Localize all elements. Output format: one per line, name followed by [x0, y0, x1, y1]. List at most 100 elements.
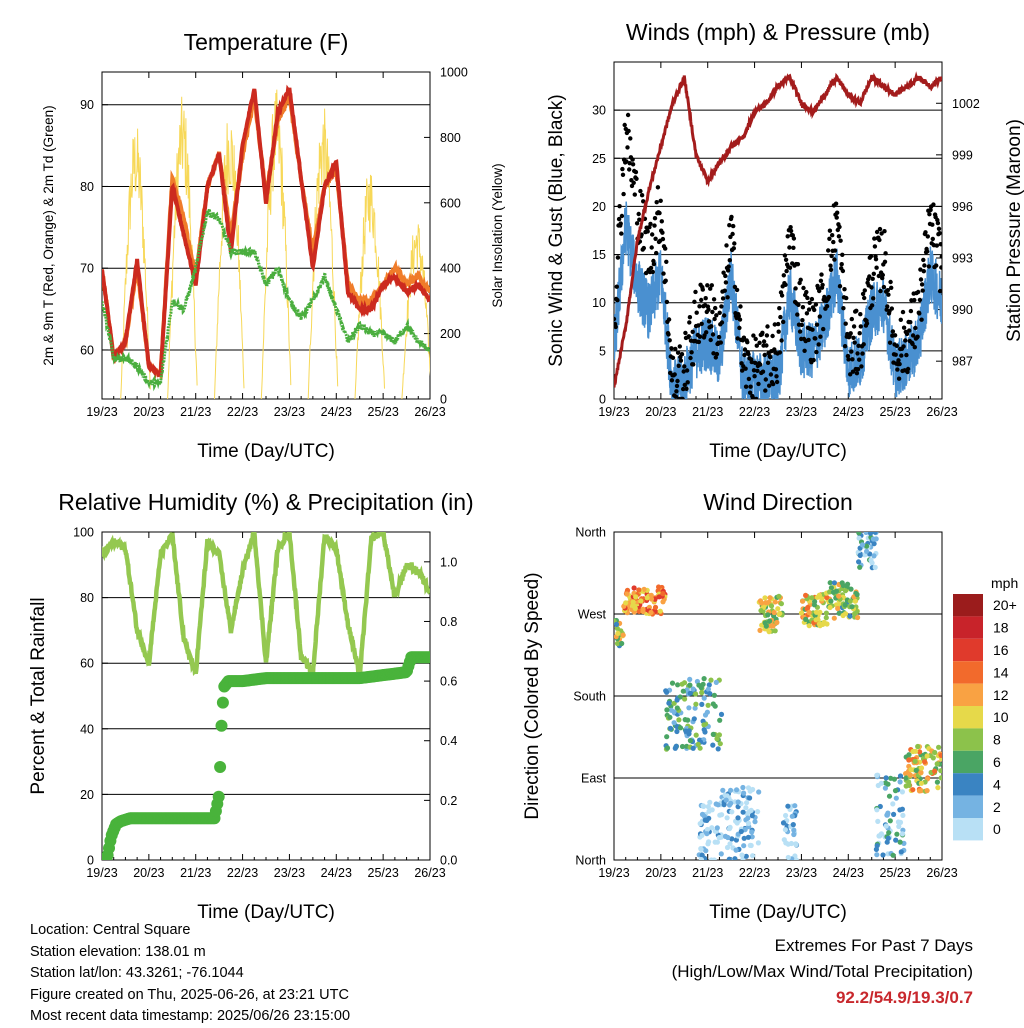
gust-point: [684, 368, 690, 373]
direction-point: [790, 822, 796, 828]
direction-point: [897, 773, 904, 779]
colorbar-label-4: 12: [993, 687, 1009, 703]
gust-point: [742, 352, 747, 358]
colorbar-swatch-2: [953, 638, 983, 662]
gust-point: [650, 269, 655, 275]
gust-point: [858, 324, 863, 329]
y-tick-label-1-4: 20: [592, 200, 606, 214]
gust-point: [641, 245, 646, 251]
gust-point: [752, 360, 758, 365]
gust-point: [692, 299, 697, 304]
direction-point: [878, 831, 885, 837]
direction-point: [765, 612, 771, 618]
y-right-tick-label-1-1: 990: [952, 303, 973, 317]
gust-point: [625, 112, 631, 118]
gust-point: [804, 289, 809, 295]
solar-insolation-line-2: [214, 123, 245, 399]
direction-point: [922, 759, 928, 765]
direction-point: [714, 825, 720, 831]
gust-point: [723, 280, 729, 285]
direction-point: [667, 714, 673, 720]
direction-point: [893, 837, 899, 843]
direction-point: [709, 825, 715, 831]
y-tick-label-1-2: 10: [592, 296, 606, 310]
y-axis-label-2: Percent & Total Rainfall: [28, 597, 49, 794]
gust-point: [921, 269, 926, 274]
precip-point: [215, 719, 228, 732]
direction-point: [762, 620, 768, 626]
gust-point: [869, 285, 874, 290]
x-tick-label-2-4: 23/23: [274, 866, 305, 880]
gust-point: [849, 349, 854, 354]
gust-point: [851, 335, 856, 340]
gust-point: [919, 282, 925, 287]
direction-point: [874, 852, 880, 858]
gust-point: [770, 333, 775, 339]
direction-point: [883, 775, 889, 781]
gust-point: [936, 226, 942, 231]
direction-point: [702, 729, 708, 735]
gust-point: [814, 322, 820, 327]
direction-point: [885, 810, 891, 816]
gust-point: [824, 304, 830, 309]
direction-point: [692, 705, 698, 711]
gust-point: [710, 332, 716, 337]
gust-point: [830, 233, 835, 238]
direction-point: [714, 736, 720, 742]
gust-point: [663, 246, 668, 251]
gust-point: [937, 231, 942, 236]
gust-point: [672, 372, 677, 377]
gust-point: [764, 333, 770, 338]
y-tick-label-2-3: 60: [80, 657, 94, 671]
chart-title-1: Winds (mph) & Pressure (mb): [626, 19, 930, 45]
direction-point: [864, 543, 870, 549]
gust-point: [748, 384, 753, 389]
direction-point: [938, 775, 942, 781]
x-tick-label-0-0: 19/23: [86, 405, 117, 419]
gust-point: [664, 299, 670, 305]
direction-point: [888, 775, 894, 781]
direction-point: [917, 749, 923, 755]
direction-point: [687, 682, 693, 688]
gust-point: [706, 307, 711, 312]
direction-point: [671, 709, 677, 715]
direction-point: [918, 765, 925, 771]
direction-point: [620, 632, 626, 638]
direction-point: [872, 564, 878, 571]
gust-point: [844, 295, 849, 301]
y-axis-right-label-1: Station Pressure (Maroon): [1004, 119, 1024, 342]
x-tick-label-1-0: 19/23: [598, 405, 629, 419]
gust-point: [614, 284, 619, 289]
gust-point: [627, 167, 632, 172]
direction-point: [887, 818, 893, 824]
pressure-line: [614, 71, 942, 388]
direction-point: [656, 594, 662, 600]
gust-point: [896, 358, 901, 363]
gust-point: [675, 378, 680, 384]
direction-point: [732, 856, 738, 860]
direction-point: [711, 857, 717, 860]
direction-point: [835, 605, 841, 612]
gust-point: [920, 288, 925, 293]
colorbar-label-1: 18: [993, 620, 1009, 636]
gust-point: [634, 221, 640, 226]
gust-point: [798, 277, 803, 282]
direction-point: [726, 856, 732, 860]
gust-point: [670, 355, 676, 360]
gust-point: [860, 351, 865, 356]
gust-point: [703, 296, 708, 301]
gust-point: [886, 292, 891, 297]
x-tick-label-0-5: 24/23: [321, 405, 352, 419]
direction-point: [729, 836, 735, 842]
gust-point: [835, 210, 840, 215]
gust-point: [814, 349, 819, 355]
direction-point: [821, 619, 827, 625]
direction-point: [757, 627, 763, 634]
direction-point: [775, 606, 781, 612]
gust-point: [723, 273, 728, 279]
gust-point: [889, 285, 894, 290]
gust-point: [867, 274, 872, 279]
gust-point: [630, 162, 636, 167]
direction-point: [724, 844, 731, 851]
gust-point: [636, 211, 641, 217]
